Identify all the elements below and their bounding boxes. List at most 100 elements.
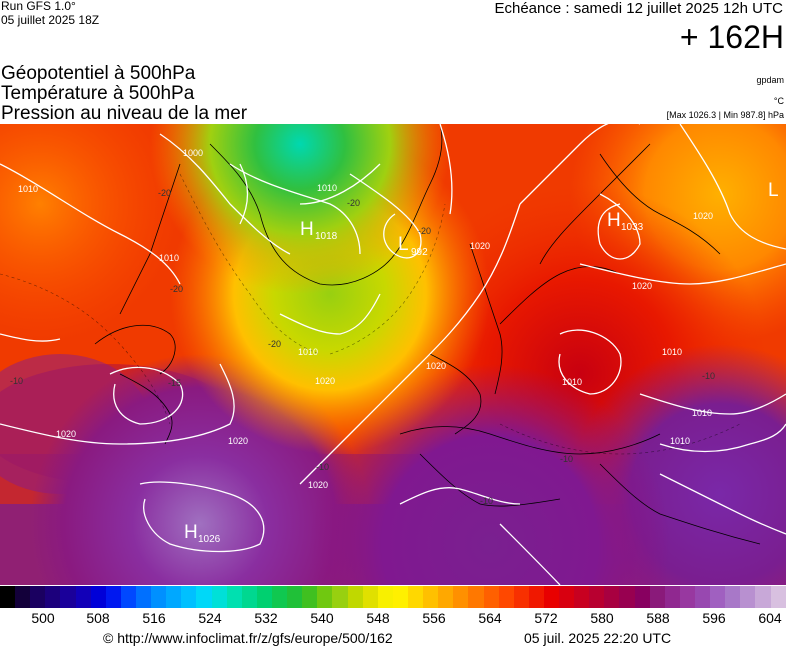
isobar-label: 1010 <box>562 377 582 387</box>
colorbar-tick: 508 <box>86 610 110 626</box>
pressure-center-value: 1018 <box>315 231 338 242</box>
isobar-label: 1020 <box>470 241 490 251</box>
isobar-label: 1020 <box>315 376 335 386</box>
colorbar-tick: 564 <box>478 610 502 626</box>
colorbar-swatch <box>589 586 605 608</box>
colorbar-swatch <box>196 586 212 608</box>
colorbar <box>0 586 786 608</box>
isotherm-label: -20 <box>347 198 360 208</box>
isobars <box>0 124 786 585</box>
colorbar-swatch <box>45 586 61 608</box>
colorbar-tick: 548 <box>366 610 390 626</box>
colorbar-swatch <box>634 586 650 608</box>
colorbar-swatch <box>649 586 665 608</box>
isotherm-label: -10 <box>10 376 23 386</box>
isobar-label: 1010 <box>662 347 682 357</box>
colorbar-swatch <box>483 586 499 608</box>
unit-celsius: °C <box>773 96 784 106</box>
colorbar-swatch <box>407 586 424 608</box>
colorbar-swatch <box>740 586 756 608</box>
pressure-center-low: L <box>398 234 409 255</box>
colorbar-swatch <box>468 586 484 608</box>
generated-time: 05 juil. 2025 22:20 UTC <box>524 630 672 646</box>
colorbar-swatch <box>60 586 76 608</box>
colorbar-tick: 532 <box>254 610 278 626</box>
colorbar-swatch <box>271 586 288 608</box>
pressure-center-value: 1033 <box>621 222 644 233</box>
colorbar-swatch <box>105 586 121 608</box>
colorbar-swatch <box>317 586 333 608</box>
colorbar-swatch <box>574 586 590 608</box>
unit-gpdam: gpdam <box>756 75 784 85</box>
colorbar-tick: 572 <box>534 610 558 626</box>
isotherm-label: -10 <box>480 496 493 506</box>
weather-map: 1000 1010 1010 1010 1010 1020 1020 1020 … <box>0 124 786 585</box>
colorbar-swatch <box>15 586 31 608</box>
isotherm-label: -15 <box>168 378 181 388</box>
colorbar-swatch <box>347 586 363 608</box>
colorbar-swatch <box>438 586 454 608</box>
isotherm-label: -20 <box>170 284 183 294</box>
isobar-label: 1020 <box>308 480 328 490</box>
colorbar-swatch <box>392 586 408 608</box>
isobar-label: 1000 <box>183 148 203 158</box>
valid-time: Echéance : samedi 12 juillet 2025 12h UT… <box>494 0 783 17</box>
isotherms <box>0 173 741 455</box>
isotherm-label: -20 <box>268 339 281 349</box>
colorbar-swatch <box>770 586 786 608</box>
colorbar-swatch <box>679 586 696 608</box>
colorbar-swatch <box>226 586 242 608</box>
layer-geopotential: Géopotentiel à 500hPa <box>1 63 196 84</box>
isobar-label: 1020 <box>693 211 713 221</box>
colorbar-swatch <box>166 586 182 608</box>
colorbar-swatch <box>528 586 544 608</box>
colorbar-swatch <box>30 586 46 608</box>
isotherm-label: -10 <box>316 462 329 472</box>
colorbar-tick: 500 <box>31 610 55 626</box>
colorbar-swatch <box>211 586 227 608</box>
colorbar-swatch <box>755 586 771 608</box>
colorbar-swatch <box>120 586 136 608</box>
isobar-label: 1010 <box>298 347 318 357</box>
colorbar-tick: 524 <box>198 610 222 626</box>
colorbar-swatch <box>377 586 393 608</box>
colorbar-swatch <box>181 586 197 608</box>
colorbar-tick: 596 <box>702 610 726 626</box>
colorbar-swatch <box>453 586 469 608</box>
isobar-label: 1010 <box>159 253 179 263</box>
lead-time: + 162H <box>679 19 784 55</box>
isobar-label: 1020 <box>426 361 446 371</box>
colorbar-swatch <box>75 586 91 608</box>
colorbar-swatch <box>664 586 680 608</box>
colorbar-swatch <box>710 586 726 608</box>
coastlines <box>94 124 761 545</box>
layer-pressure: Pression au niveau de la mer <box>1 103 248 124</box>
colorbar-swatch <box>604 586 620 608</box>
colorbar-swatch <box>241 586 257 608</box>
colorbar-swatch <box>695 586 711 608</box>
colorbar-swatch <box>362 586 378 608</box>
isotherm-label: -20 <box>418 226 431 236</box>
isobar-label: 1020 <box>632 281 652 291</box>
colorbar-swatch <box>90 586 106 608</box>
pressure-center-high: H <box>184 522 198 543</box>
pressure-center-high: H <box>607 210 621 231</box>
colorbar-swatch <box>619 586 635 608</box>
isotherm-label: -20 <box>158 188 171 198</box>
isobar-label: 1010 <box>692 408 712 418</box>
colorbar-swatch <box>135 586 152 608</box>
isotherm-label: -10 <box>702 371 715 381</box>
colorbar-swatch <box>559 586 575 608</box>
source-url[interactable]: © http://www.infoclimat.fr/z/gfs/europe/… <box>103 630 393 646</box>
isobar-label: 1010 <box>18 184 38 194</box>
colorbar-tick: 540 <box>310 610 334 626</box>
isobar-label: 1020 <box>228 436 248 446</box>
pressure-center-high: H <box>300 219 314 240</box>
colorbar-tick: 604 <box>758 610 782 626</box>
colorbar-tick: 580 <box>590 610 614 626</box>
colorbar-tick: 516 <box>142 610 166 626</box>
colorbar-swatch <box>151 586 167 608</box>
isobar-label: 1020 <box>56 429 76 439</box>
colorbar-swatch <box>0 586 16 608</box>
colorbar-swatch <box>287 586 303 608</box>
